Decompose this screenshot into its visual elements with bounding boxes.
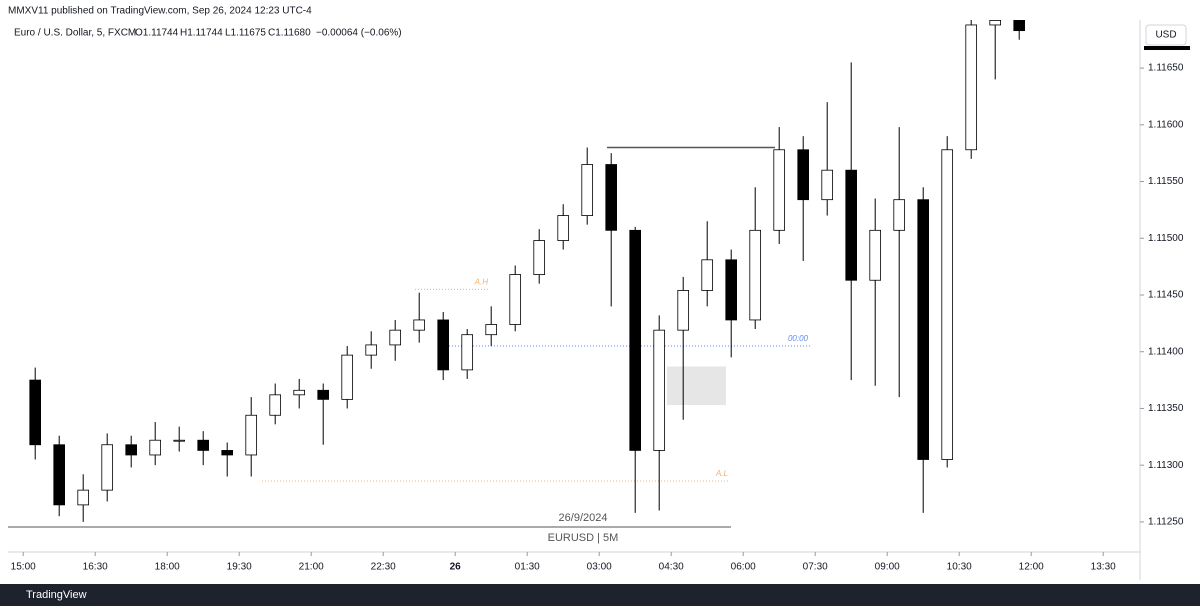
- candle-body: [413, 319, 425, 331]
- candle-body: [1013, 20, 1025, 32]
- candle-body: [269, 394, 281, 416]
- x-tick-label: 03:00: [587, 562, 612, 573]
- candle-body: [629, 229, 641, 451]
- candle-body: [989, 20, 1001, 26]
- candle-body: [293, 389, 305, 396]
- level-label: 00:00: [788, 334, 809, 343]
- candle-body: [341, 354, 353, 400]
- candle-body: [965, 24, 977, 151]
- x-tick-label: 15:00: [11, 562, 36, 573]
- candle-body: [221, 450, 234, 456]
- y-tick-label: 1.11500: [1148, 233, 1184, 244]
- symbol: Euro / U.S. Dollar, 5, FXCM: [14, 28, 136, 39]
- header-bar: [0, 0, 1200, 20]
- change: −0.00064 (−0.06%): [316, 28, 402, 39]
- candle-body: [749, 229, 761, 321]
- candle-body: [365, 344, 377, 356]
- ohlc-open: O1.11744: [135, 28, 179, 39]
- candle-body: [509, 274, 521, 325]
- candle-body: [725, 259, 737, 321]
- y-tick-label: 1.11400: [1148, 346, 1184, 357]
- x-tick-label: 19:30: [227, 562, 252, 573]
- candle-body: [845, 169, 857, 281]
- candle-body: [701, 259, 713, 291]
- candle-body: [917, 199, 929, 460]
- header: MMXV11 published on TradingView.com, Sep…: [8, 6, 312, 17]
- x-tick-label: 18:00: [155, 562, 180, 573]
- candle-body: [821, 169, 833, 201]
- candle-body: [485, 324, 497, 336]
- candle-body: [125, 444, 138, 456]
- y-tick-label: 1.11550: [1148, 176, 1184, 187]
- level-label: A.H: [474, 277, 489, 286]
- candle-body: [245, 414, 258, 456]
- candle-body: [557, 215, 569, 241]
- y-tick-label: 1.11250: [1148, 517, 1184, 528]
- candle-body: [533, 240, 545, 275]
- x-tick-label: 10:30: [947, 562, 972, 573]
- x-tick-label: 04:30: [659, 562, 684, 573]
- level-label: A.L: [715, 469, 728, 478]
- y-tick-label: 1.11600: [1148, 119, 1184, 130]
- x-tick-label: 26: [450, 562, 462, 573]
- currency[interactable]: USD: [1155, 30, 1176, 41]
- candle-body: [869, 229, 881, 281]
- x-tick-label: 13:30: [1091, 562, 1116, 573]
- x-tick-label: 16:30: [83, 562, 108, 573]
- candle-body: [149, 439, 162, 456]
- candle-body: [101, 444, 114, 491]
- ohlc-low: L1.11675: [225, 28, 266, 39]
- candle-body: [437, 319, 449, 371]
- candle-body: [941, 149, 953, 460]
- y-tick-label: 1.11300: [1148, 460, 1184, 471]
- candle-body: [173, 439, 186, 442]
- footer: TradingView: [26, 589, 87, 601]
- candle-body: [773, 149, 785, 231]
- candle-body: [797, 149, 809, 201]
- session-label: 26/9/2024: [559, 512, 608, 524]
- zone: [667, 366, 726, 406]
- candle-body: [53, 444, 65, 506]
- legend: Euro / U.S. Dollar, 5, FXCM O1.11744 H1.…: [14, 28, 402, 39]
- last-price-marker: [1144, 46, 1190, 50]
- x-tick-label: 12:00: [1019, 562, 1044, 573]
- candle-body: [461, 334, 473, 371]
- candle-body: [29, 379, 41, 446]
- candle-body: [653, 329, 665, 451]
- y-tick-label: 1.11450: [1148, 290, 1184, 301]
- candle-body: [581, 164, 593, 216]
- candle-body: [77, 489, 90, 506]
- candle-body: [317, 389, 329, 400]
- x-tick-label: 21:00: [299, 562, 324, 573]
- ohlc-high: H1.11744: [180, 28, 223, 39]
- y-tick-label: 1.11650: [1148, 63, 1184, 74]
- candle-body: [389, 329, 401, 346]
- x-tick-label: 07:30: [803, 562, 828, 573]
- x-tick-label: 09:00: [875, 562, 900, 573]
- candle-body: [677, 290, 689, 331]
- candle-body: [605, 164, 617, 231]
- x-tick-label: 22:30: [371, 562, 396, 573]
- x-tick-label: 06:00: [731, 562, 756, 573]
- ohlc-close: C1.11680: [268, 28, 311, 39]
- currency-button[interactable]: [1145, 24, 1187, 46]
- footer-bar: [0, 584, 1200, 606]
- candle-body: [893, 199, 905, 231]
- y-tick-label: 1.11350: [1148, 403, 1184, 414]
- candle-body: [197, 439, 210, 451]
- x-tick-label: 01:30: [515, 562, 540, 573]
- watermark: EURUSD | 5M: [548, 532, 619, 544]
